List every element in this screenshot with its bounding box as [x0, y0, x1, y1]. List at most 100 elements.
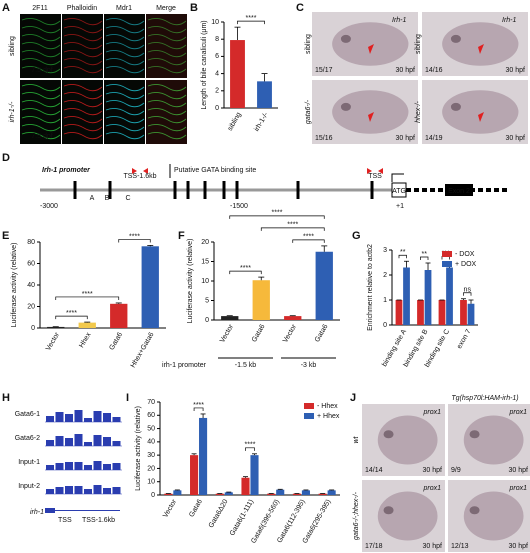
texture	[105, 91, 145, 100]
sig-label: ****	[303, 234, 314, 241]
track-peak	[65, 462, 73, 470]
track-peak	[74, 486, 83, 494]
stage-label: 7.5 dpf	[31, 67, 52, 74]
stage-label: 30 hpf	[396, 67, 416, 74]
sig-label: **	[422, 251, 428, 258]
x-tick-label: Gata6(295-395)	[302, 498, 333, 544]
eye	[383, 430, 394, 439]
texture	[63, 65, 103, 74]
gata-site	[108, 181, 112, 199]
stage-label: 30 hpf	[509, 467, 529, 474]
bar	[215, 493, 224, 495]
track-peak	[74, 462, 83, 470]
texture	[105, 99, 145, 108]
y-tick-label: 0	[151, 492, 155, 499]
x-tick-label: Gata6(112-395)	[276, 498, 307, 544]
gene-label: prox1	[422, 485, 441, 492]
y-tick-label: 50	[147, 425, 155, 432]
y-tick-label: 15	[201, 258, 209, 265]
bar	[395, 300, 403, 325]
x-tick-label: Gata6	[188, 498, 204, 518]
panel-letter: E	[2, 230, 9, 242]
texture	[147, 65, 187, 74]
track-peak	[46, 465, 54, 470]
texture	[105, 41, 145, 50]
texture	[147, 99, 187, 108]
texture	[105, 25, 145, 34]
condition-label: gata6-/-	[305, 99, 312, 124]
exon-label: Exon 2	[448, 188, 470, 195]
texture	[63, 115, 103, 124]
x-tick-label: Hhex	[78, 331, 92, 349]
y-tick-label: 10	[201, 278, 209, 285]
y-axis-label: Luciferase activity (relative)	[187, 239, 194, 324]
x-tick-label: Vector	[162, 498, 178, 519]
stage-label: 7.5 dpf	[31, 133, 52, 140]
bar	[318, 493, 327, 495]
y-axis-label: Length of bile canaliculi (μm)	[201, 20, 208, 109]
exon-box	[445, 184, 473, 196]
bar	[467, 303, 475, 325]
y-tick-label: 0	[31, 325, 35, 332]
legend-label: - Hhex	[317, 403, 338, 410]
sig-bracket	[229, 270, 262, 275]
x-tick-label: Gata6	[108, 331, 124, 351]
texture	[21, 33, 61, 42]
embryo	[377, 491, 438, 541]
site-label: C	[125, 195, 130, 202]
primer	[132, 168, 148, 174]
texture	[147, 49, 187, 58]
binding-site-label: Putative GATA binding site	[174, 167, 256, 174]
y-tick-label: 1	[383, 297, 387, 304]
legend-swatch	[442, 261, 452, 267]
y-tick-label: 3	[383, 247, 387, 254]
count-label: 15/17	[315, 67, 333, 74]
embryo	[332, 22, 409, 66]
texture	[21, 123, 61, 132]
arrow	[478, 112, 484, 122]
sig-label: ****	[287, 222, 298, 229]
sig-bracket	[118, 239, 151, 243]
condition-label: sibling	[305, 34, 312, 54]
sig-bracket	[237, 20, 265, 25]
x-tick-label: Gata6	[251, 323, 267, 343]
tss-label: TSS	[58, 517, 72, 524]
sig-label: ****	[246, 15, 257, 22]
y-tick-label: 0	[205, 317, 209, 324]
bar	[141, 246, 159, 328]
texture	[105, 65, 145, 74]
eye	[340, 34, 351, 43]
y-axis-label: Enrichment relative to actb2	[367, 244, 374, 331]
stage-label: 30 hpf	[506, 135, 526, 142]
texture	[63, 83, 103, 92]
bar	[173, 490, 182, 495]
gene-label: irh-1	[30, 509, 44, 516]
primer-label: TSS-1.6kb	[123, 173, 156, 180]
y-tick-label: 2	[383, 272, 387, 279]
condition-label: hhex-/-	[415, 100, 422, 122]
sig-bracket	[55, 315, 88, 320]
texture	[105, 115, 145, 124]
sig-label: ****	[129, 233, 140, 240]
embryo	[332, 90, 409, 134]
embryo	[442, 22, 519, 66]
bar	[250, 455, 259, 495]
eye	[469, 506, 480, 515]
sig-label: ns	[464, 287, 472, 294]
texture	[105, 57, 145, 66]
y-tick-label: 20	[201, 239, 209, 246]
track-peak	[55, 487, 64, 494]
track-peak	[84, 465, 92, 470]
texture	[21, 99, 61, 108]
bar	[438, 300, 446, 325]
texture	[63, 41, 103, 50]
x-tick-label: Vector	[45, 331, 61, 352]
sig-bracket	[229, 215, 325, 219]
row-label: gata6-/-;hhex-/-	[353, 491, 360, 540]
bar	[284, 316, 302, 320]
stage-label: 30 hpf	[423, 467, 443, 474]
texture	[21, 91, 61, 100]
gene-label: Irh-1	[502, 17, 517, 24]
texture	[21, 49, 61, 58]
texture	[105, 131, 145, 140]
